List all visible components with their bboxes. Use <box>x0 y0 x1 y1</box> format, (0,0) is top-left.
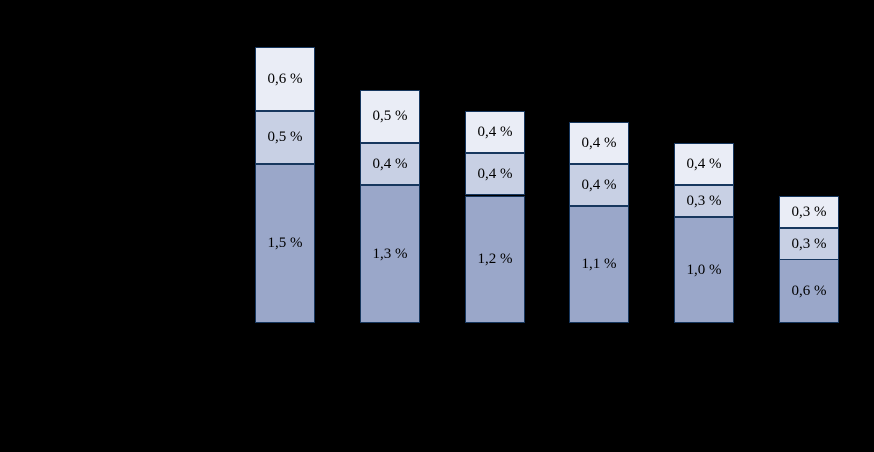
segment-label: 0,3 % <box>791 203 827 220</box>
bar-segment-bottom-segment: 1,2 % <box>465 196 525 323</box>
bar-segment-bottom-segment: 1,3 % <box>360 185 420 323</box>
bar-segment-bottom-segment: 0,6 % <box>779 259 839 323</box>
bar-segment-bottom-segment: 1,5 % <box>255 164 315 323</box>
segment-label: 0,4 % <box>477 123 513 140</box>
segment-label: 0,3 % <box>686 192 722 209</box>
bar-segment-middle-segment: 0,3 % <box>674 185 734 217</box>
bar-segment-bottom-segment: 1,1 % <box>569 206 629 323</box>
bar-segment-top-segment: 0,4 % <box>465 111 525 153</box>
segment-label: 0,4 % <box>581 176 617 193</box>
bar-segment-middle-segment: 0,3 % <box>779 228 839 260</box>
segment-label: 1,5 % <box>267 235 303 251</box>
bar-segment-bottom-segment: 1,0 % <box>674 217 734 323</box>
bar-segment-top-segment: 0,6 % <box>255 47 315 111</box>
segment-label: 0,4 % <box>581 134 617 151</box>
bar-segment-middle-segment: 0,4 % <box>465 153 525 195</box>
segment-label: 1,2 % <box>477 251 513 267</box>
bar-segment-middle-segment: 0,4 % <box>569 164 629 206</box>
segment-label: 0,4 % <box>477 165 513 182</box>
segment-label: 1,0 % <box>686 261 722 278</box>
bar-segment-top-segment: 0,5 % <box>360 90 420 143</box>
segment-label: 0,5 % <box>267 129 303 145</box>
segment-label: 0,4 % <box>686 155 722 172</box>
bar-segment-top-segment: 0,4 % <box>674 143 734 185</box>
segment-label: 0,3 % <box>791 235 827 252</box>
bar-segment-top-segment: 0,3 % <box>779 196 839 228</box>
segment-label: 0,5 % <box>372 108 408 124</box>
segment-label: 1,1 % <box>581 256 617 272</box>
bar-segment-top-segment: 0,4 % <box>569 122 629 164</box>
segment-label: 0,4 % <box>372 155 408 172</box>
bar-segment-middle-segment: 0,4 % <box>360 143 420 185</box>
segment-label: 0,6 % <box>267 70 303 87</box>
segment-label: 1,3 % <box>372 245 408 262</box>
segment-label: 0,6 % <box>791 282 827 299</box>
bar-segment-middle-segment: 0,5 % <box>255 111 315 164</box>
